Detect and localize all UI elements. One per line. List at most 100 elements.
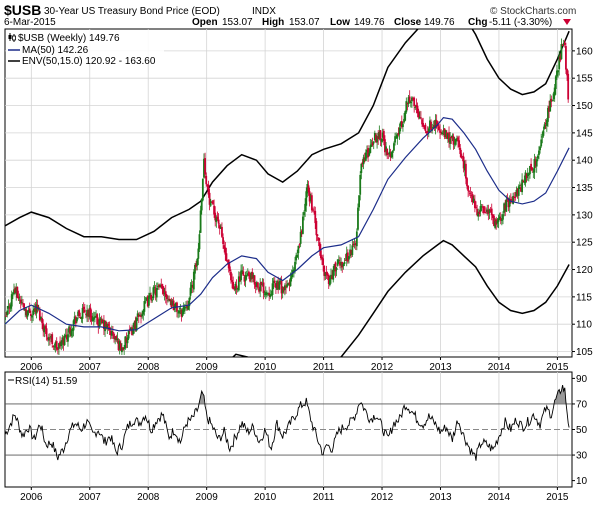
candle-body-489 (553, 87, 556, 96)
candle-body-42 (51, 334, 54, 345)
candle-body-277 (315, 220, 318, 236)
candle-body-218 (249, 275, 251, 282)
candle-body-87 (101, 321, 104, 324)
candle-body-459 (520, 187, 522, 192)
rsi-xtick-label-9: 2015 (546, 492, 569, 503)
candle-body-192 (219, 227, 222, 229)
candle-body-295 (335, 267, 338, 270)
candle-body-72 (85, 314, 87, 316)
candle-body-253 (288, 282, 291, 285)
candle-body-71 (83, 309, 86, 313)
price-ytick-label-4: 125 (576, 238, 593, 249)
candle-body-203 (232, 282, 235, 290)
rsi-y-ticks: 10 30 50 70 90 (572, 374, 588, 487)
candle-body-413 (468, 191, 471, 193)
candle-body-209 (239, 276, 241, 282)
price-xtick-label-2: 2008 (137, 362, 160, 373)
candle-body-438 (496, 221, 499, 224)
candle-body-407 (461, 155, 464, 157)
candle-body-488 (552, 93, 555, 99)
candle-body-179 (205, 175, 208, 185)
candle-body-482 (545, 119, 548, 126)
price-xtick-label-5: 2011 (313, 362, 335, 373)
candle-body-116 (134, 320, 137, 330)
candle-body-396 (449, 138, 452, 144)
candle-body-76 (89, 307, 92, 318)
candle-body-395 (448, 132, 450, 143)
candle-body-47 (56, 348, 59, 350)
candle-body-70 (82, 306, 85, 310)
candle-body-193 (221, 226, 223, 237)
candle-body-355 (403, 118, 405, 123)
candle-body-92 (107, 324, 110, 326)
candle-body-257 (292, 269, 295, 273)
candle-body-239 (272, 280, 275, 284)
candle-body-358 (406, 102, 409, 105)
candle-body-496 (561, 45, 564, 46)
candle-body-22 (28, 308, 31, 313)
candle-body-19 (25, 309, 28, 316)
candle-body-164 (188, 297, 191, 307)
candle-body-364 (413, 97, 416, 107)
candle-body-142 (163, 293, 166, 295)
high-label: High (262, 17, 284, 28)
candle-body-411 (466, 178, 468, 187)
candle-body-241 (275, 283, 277, 288)
candle-body-431 (488, 209, 491, 213)
candle-body-315 (358, 195, 360, 208)
candle-body-125 (144, 301, 147, 303)
candle-body-38 (46, 337, 49, 340)
candle-body-373 (423, 126, 426, 127)
candle-body-281 (319, 250, 322, 259)
candle-body-105 (122, 347, 124, 350)
candle-body-221 (252, 274, 255, 279)
candle-body-56 (67, 334, 69, 342)
candle-body-316 (359, 174, 362, 195)
candle-body-97 (113, 333, 115, 339)
candle-body-461 (522, 180, 525, 182)
candle-body-334 (379, 130, 382, 140)
candle-body-307 (349, 249, 352, 257)
candle-body-67 (79, 317, 82, 318)
candle-body-347 (394, 136, 396, 143)
candle-body-30 (37, 308, 40, 310)
rsi-xtick-label-0: 2006 (20, 492, 43, 503)
candle-body-419 (475, 206, 477, 209)
candle-body-471 (533, 159, 536, 173)
candle-body-318 (361, 162, 364, 165)
candle-body-343 (389, 153, 392, 158)
candle-body-232 (264, 292, 267, 296)
candle-body-104 (121, 347, 123, 353)
candle-body-215 (245, 275, 248, 277)
candle-body-415 (470, 195, 473, 197)
candle-body-53 (63, 335, 66, 346)
candle-body-368 (417, 111, 420, 118)
candle-body-176 (201, 178, 204, 201)
candle-body-389 (441, 132, 444, 135)
candle-body-416 (471, 194, 474, 202)
candle-body-160 (183, 307, 186, 308)
candle-body-161 (185, 307, 187, 309)
candle-body-88 (103, 319, 105, 330)
candle-body-390 (442, 130, 445, 132)
candle-body-344 (390, 152, 393, 158)
legend-rsi: RSI(14) 51.59 (15, 376, 78, 387)
candle-body-195 (223, 245, 226, 249)
candle-body-365 (414, 107, 417, 108)
candle-body-299 (340, 261, 343, 266)
candle-body-266 (303, 212, 305, 216)
candle-body-261 (297, 245, 300, 254)
candle-body-462 (523, 181, 526, 183)
candle-body-208 (237, 276, 240, 291)
candle-body-452 (512, 195, 514, 204)
rsi-ytick-label-1: 30 (576, 451, 588, 462)
candle-body-207 (236, 288, 239, 290)
candle-body-498 (563, 42, 566, 45)
candle-body-493 (558, 55, 561, 70)
rsi-xtick-label-6: 2012 (371, 492, 394, 503)
candle-body-335 (380, 139, 383, 142)
candle-body-412 (467, 185, 470, 191)
candle-body-417 (472, 198, 475, 203)
price-x-ticks: 2006 2007 2008 2009 2010 2011 2012 2013 2014 2015 (20, 357, 569, 373)
